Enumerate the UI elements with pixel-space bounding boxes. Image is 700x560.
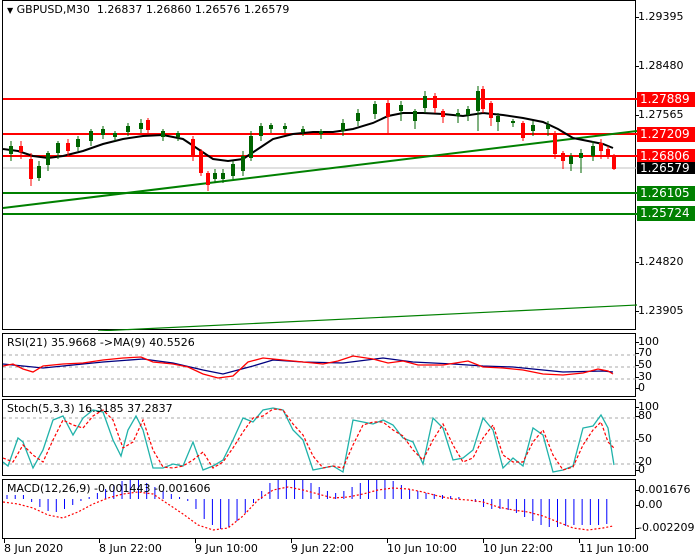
- rsi-label: RSI(21) 35.9668 ->MA(9) 40.5526: [7, 336, 195, 349]
- resistance-level-tag: 1.27209: [637, 127, 695, 142]
- candles: [9, 86, 616, 191]
- rsi-tick: 0: [636, 381, 645, 394]
- rsi-tick: 70: [636, 346, 652, 359]
- open-value: 1.26837: [96, 3, 143, 16]
- stoch-tick: 20: [636, 455, 652, 468]
- price-tick: 1.23905: [636, 304, 684, 317]
- stochastic-axis: 100 80 50 20 0: [636, 399, 700, 476]
- resistance-level-tag: 1.26806: [637, 149, 695, 164]
- macd-tick: 0.001676: [636, 483, 691, 496]
- price-tick: 1.28480: [636, 59, 684, 72]
- time-label: 10 Jun 22:00: [483, 542, 553, 555]
- rsi-canvas: [3, 354, 637, 380]
- time-label: 9 Jun 10:00: [195, 542, 258, 555]
- stochastic-pane[interactable]: Stoch(5,3,3) 16.3185 37.2837: [2, 399, 637, 476]
- price-chart-pane[interactable]: ▼ GBPUSD,M30 1.26837 1.26860 1.26576 1.2…: [2, 0, 637, 331]
- price-tick: 1.24820: [636, 255, 684, 268]
- rsi-tick: 100: [636, 335, 659, 348]
- chart-header: ▼ GBPUSD,M30 1.26837 1.26860 1.26576 1.2…: [7, 3, 289, 16]
- time-label: 8 Jun 2020: [4, 542, 64, 555]
- high-value: 1.26860: [145, 3, 192, 16]
- symbol-label: GBPUSD,M30: [16, 3, 90, 16]
- rsi-tick: 30: [636, 370, 652, 383]
- time-label: 11 Jun 10:00: [579, 542, 649, 555]
- price-chart-canvas: [3, 86, 637, 331]
- stoch-tick: 50: [636, 432, 652, 445]
- rsi-axis: 100 70 50 30 0: [636, 333, 700, 397]
- price-tick: 1.29395: [636, 10, 684, 23]
- time-label: 10 Jun 10:00: [387, 542, 457, 555]
- low-value: 1.26576: [194, 3, 241, 16]
- time-axis[interactable]: 8 Jun 2020 8 Jun 22:00 9 Jun 10:00 9 Jun…: [2, 539, 649, 560]
- stoch-tick: 0: [636, 463, 645, 476]
- price-tick: 1.27565: [636, 108, 684, 121]
- time-label: 9 Jun 22:00: [291, 542, 354, 555]
- macd-axis: 0.001676 0.00 -0.002209: [635, 479, 700, 539]
- macd-canvas: [3, 480, 614, 531]
- triangle-down-icon[interactable]: ▼: [7, 6, 14, 15]
- macd-label: MACD(12,26,9) -0.001443 -0.001606: [7, 482, 211, 495]
- stochastic-label: Stoch(5,3,3) 16.3185 37.2837: [7, 402, 173, 415]
- macd-pane[interactable]: MACD(12,26,9) -0.001443 -0.001606: [2, 479, 636, 539]
- support-level-tag: 1.25724: [637, 206, 695, 221]
- current-price-tag: 1.26579: [637, 162, 695, 174]
- macd-tick: -0.002209: [635, 521, 695, 534]
- support-level-tag: 1.26105: [637, 186, 695, 201]
- stoch-tick: 80: [636, 409, 652, 422]
- stochastic-canvas: [3, 407, 637, 474]
- price-axis[interactable]: 1.29395 1.28480 1.27565 1.24820 1.23905 …: [636, 0, 700, 330]
- macd-tick: 0.00: [636, 498, 663, 511]
- rsi-tick: 50: [636, 358, 652, 371]
- stoch-tick: 100: [636, 400, 659, 413]
- resistance-level-tag: 1.27889: [637, 92, 695, 107]
- time-label: 8 Jun 22:00: [99, 542, 162, 555]
- close-value: 1.26579: [243, 3, 290, 16]
- rsi-pane[interactable]: RSI(21) 35.9668 ->MA(9) 40.5526: [2, 333, 637, 397]
